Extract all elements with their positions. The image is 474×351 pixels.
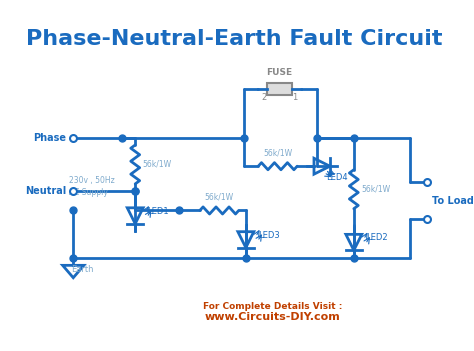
Text: 230v , 50Hz
AC Supply: 230v , 50Hz AC Supply bbox=[69, 176, 115, 197]
Text: 56k/1W: 56k/1W bbox=[361, 185, 390, 194]
Text: Phase-Neutral-Earth Fault Circuit: Phase-Neutral-Earth Fault Circuit bbox=[26, 29, 443, 49]
Text: Neutral: Neutral bbox=[25, 186, 66, 196]
Text: Phase: Phase bbox=[33, 133, 66, 143]
Text: 56k/1W: 56k/1W bbox=[205, 193, 234, 201]
Text: For Complete Details Visit :: For Complete Details Visit : bbox=[203, 302, 342, 311]
Text: 56k/1W: 56k/1W bbox=[263, 148, 292, 157]
Text: www.Circuits-DIY.com: www.Circuits-DIY.com bbox=[204, 312, 340, 322]
Text: LED2: LED2 bbox=[366, 233, 388, 243]
Text: To Load: To Load bbox=[432, 196, 474, 206]
Text: FUSE: FUSE bbox=[266, 68, 292, 77]
Text: Earth: Earth bbox=[72, 265, 94, 274]
Text: 2: 2 bbox=[261, 93, 266, 102]
Text: 56k/1W: 56k/1W bbox=[142, 160, 172, 169]
Text: 1: 1 bbox=[292, 93, 297, 102]
Text: LED3: LED3 bbox=[258, 231, 280, 240]
Text: LED4: LED4 bbox=[327, 173, 348, 182]
Text: LED1: LED1 bbox=[147, 207, 169, 216]
Bar bbox=[267, 84, 292, 95]
